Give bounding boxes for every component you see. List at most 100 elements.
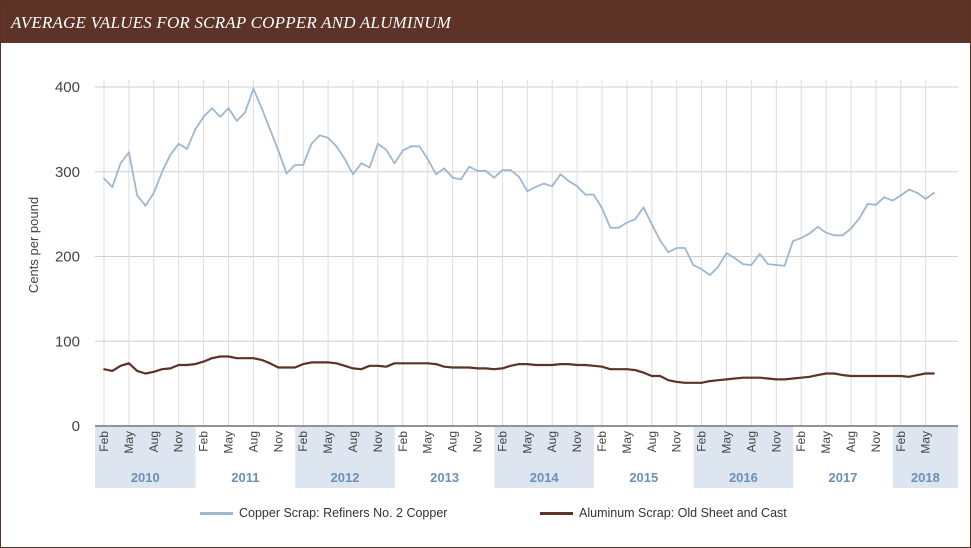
data-point: [451, 176, 454, 179]
data-point: [899, 194, 902, 197]
data-point: [476, 170, 479, 172]
data-point: [509, 364, 512, 367]
data-point: [733, 377, 736, 380]
data-point: [352, 367, 354, 370]
data-point: [875, 375, 877, 377]
data-point: [617, 368, 620, 371]
x-tick-label-feb: Feb: [495, 431, 509, 452]
data-point: [343, 158, 346, 160]
data-point: [567, 363, 570, 366]
data-point: [800, 376, 803, 379]
x-tick-label-may: May: [222, 431, 236, 454]
data-point: [310, 361, 313, 364]
data-point: [418, 145, 421, 148]
data-point: [924, 197, 927, 200]
x-tick-label-aug: Aug: [545, 431, 559, 452]
x-tick-label-nov: Nov: [670, 431, 684, 452]
x-tick-label-nov: Nov: [371, 431, 385, 452]
data-point: [385, 365, 388, 368]
legend-item-aluminum: Aluminum Scrap: Old Sheet and Cast: [540, 504, 787, 522]
data-point: [493, 176, 495, 179]
data-point: [269, 128, 271, 131]
data-point: [260, 107, 263, 110]
data-point: [526, 363, 529, 366]
data-point: [111, 186, 114, 188]
data-point: [401, 149, 404, 152]
x-tick-label-nov: Nov: [769, 431, 783, 452]
data-point: [908, 375, 910, 378]
x-tick-label-nov: Nov: [869, 431, 883, 452]
data-point: [161, 170, 164, 173]
data-point: [626, 221, 628, 224]
data-point: [152, 192, 155, 194]
data-point: [775, 264, 778, 266]
data-point: [476, 367, 479, 370]
year-band-2010: [95, 427, 196, 488]
data-point: [352, 173, 354, 176]
data-point: [933, 192, 935, 194]
year-band-2016: [693, 427, 794, 488]
data-point: [576, 364, 578, 366]
year-label-2018: 2018: [911, 470, 940, 485]
data-point: [692, 381, 695, 384]
data-point: [792, 377, 794, 380]
data-point: [850, 227, 852, 230]
data-point: [933, 372, 935, 375]
data-point: [717, 265, 720, 268]
data-point: [800, 236, 803, 239]
data-point: [219, 355, 222, 358]
year-label-2016: 2016: [729, 470, 758, 485]
data-point: [202, 360, 205, 363]
x-tick-label-may: May: [421, 431, 435, 454]
year-band-2014: [494, 427, 594, 488]
data-point: [601, 207, 603, 210]
data-point: [335, 145, 338, 148]
x-tick-label-may: May: [919, 431, 933, 454]
data-point: [783, 378, 786, 381]
data-point: [484, 170, 487, 172]
data-point: [277, 366, 280, 369]
x-tick-label-may: May: [321, 431, 335, 454]
data-point: [825, 372, 827, 375]
data-point: [875, 203, 877, 206]
data-point: [609, 368, 612, 371]
data-point: [534, 364, 537, 366]
data-point: [559, 173, 562, 176]
data-point: [194, 128, 197, 131]
data-point: [592, 193, 595, 196]
data-point: [816, 374, 819, 377]
data-point: [675, 247, 678, 249]
data-point: [684, 247, 686, 249]
data-point: [103, 177, 105, 180]
data-point: [767, 263, 769, 266]
data-point: [592, 364, 595, 367]
data-point: [202, 115, 205, 118]
data-point: [841, 374, 844, 377]
data-point: [119, 162, 122, 165]
data-point: [401, 362, 404, 365]
data-point: [127, 362, 130, 365]
data-point: [725, 252, 728, 255]
data-point: [659, 375, 661, 377]
data-point: [468, 366, 471, 369]
data-point: [924, 372, 927, 375]
x-tick-label-nov: Nov: [471, 431, 485, 452]
data-point: [493, 368, 495, 371]
x-tick-label-feb: Feb: [894, 431, 908, 452]
data-point: [119, 364, 122, 367]
data-point: [435, 173, 437, 176]
data-point: [169, 153, 172, 156]
data-point: [169, 367, 172, 370]
data-point: [294, 164, 296, 166]
y-tick-label-400: 400: [55, 79, 80, 96]
data-point: [509, 169, 512, 171]
data-point: [692, 264, 695, 266]
data-point: [609, 226, 612, 229]
data-point: [883, 375, 886, 377]
data-point: [709, 380, 711, 382]
data-point: [343, 364, 346, 367]
data-point: [451, 366, 454, 369]
data-point: [518, 363, 520, 366]
data-point: [883, 196, 886, 199]
y-tick-label-200: 200: [55, 249, 80, 266]
